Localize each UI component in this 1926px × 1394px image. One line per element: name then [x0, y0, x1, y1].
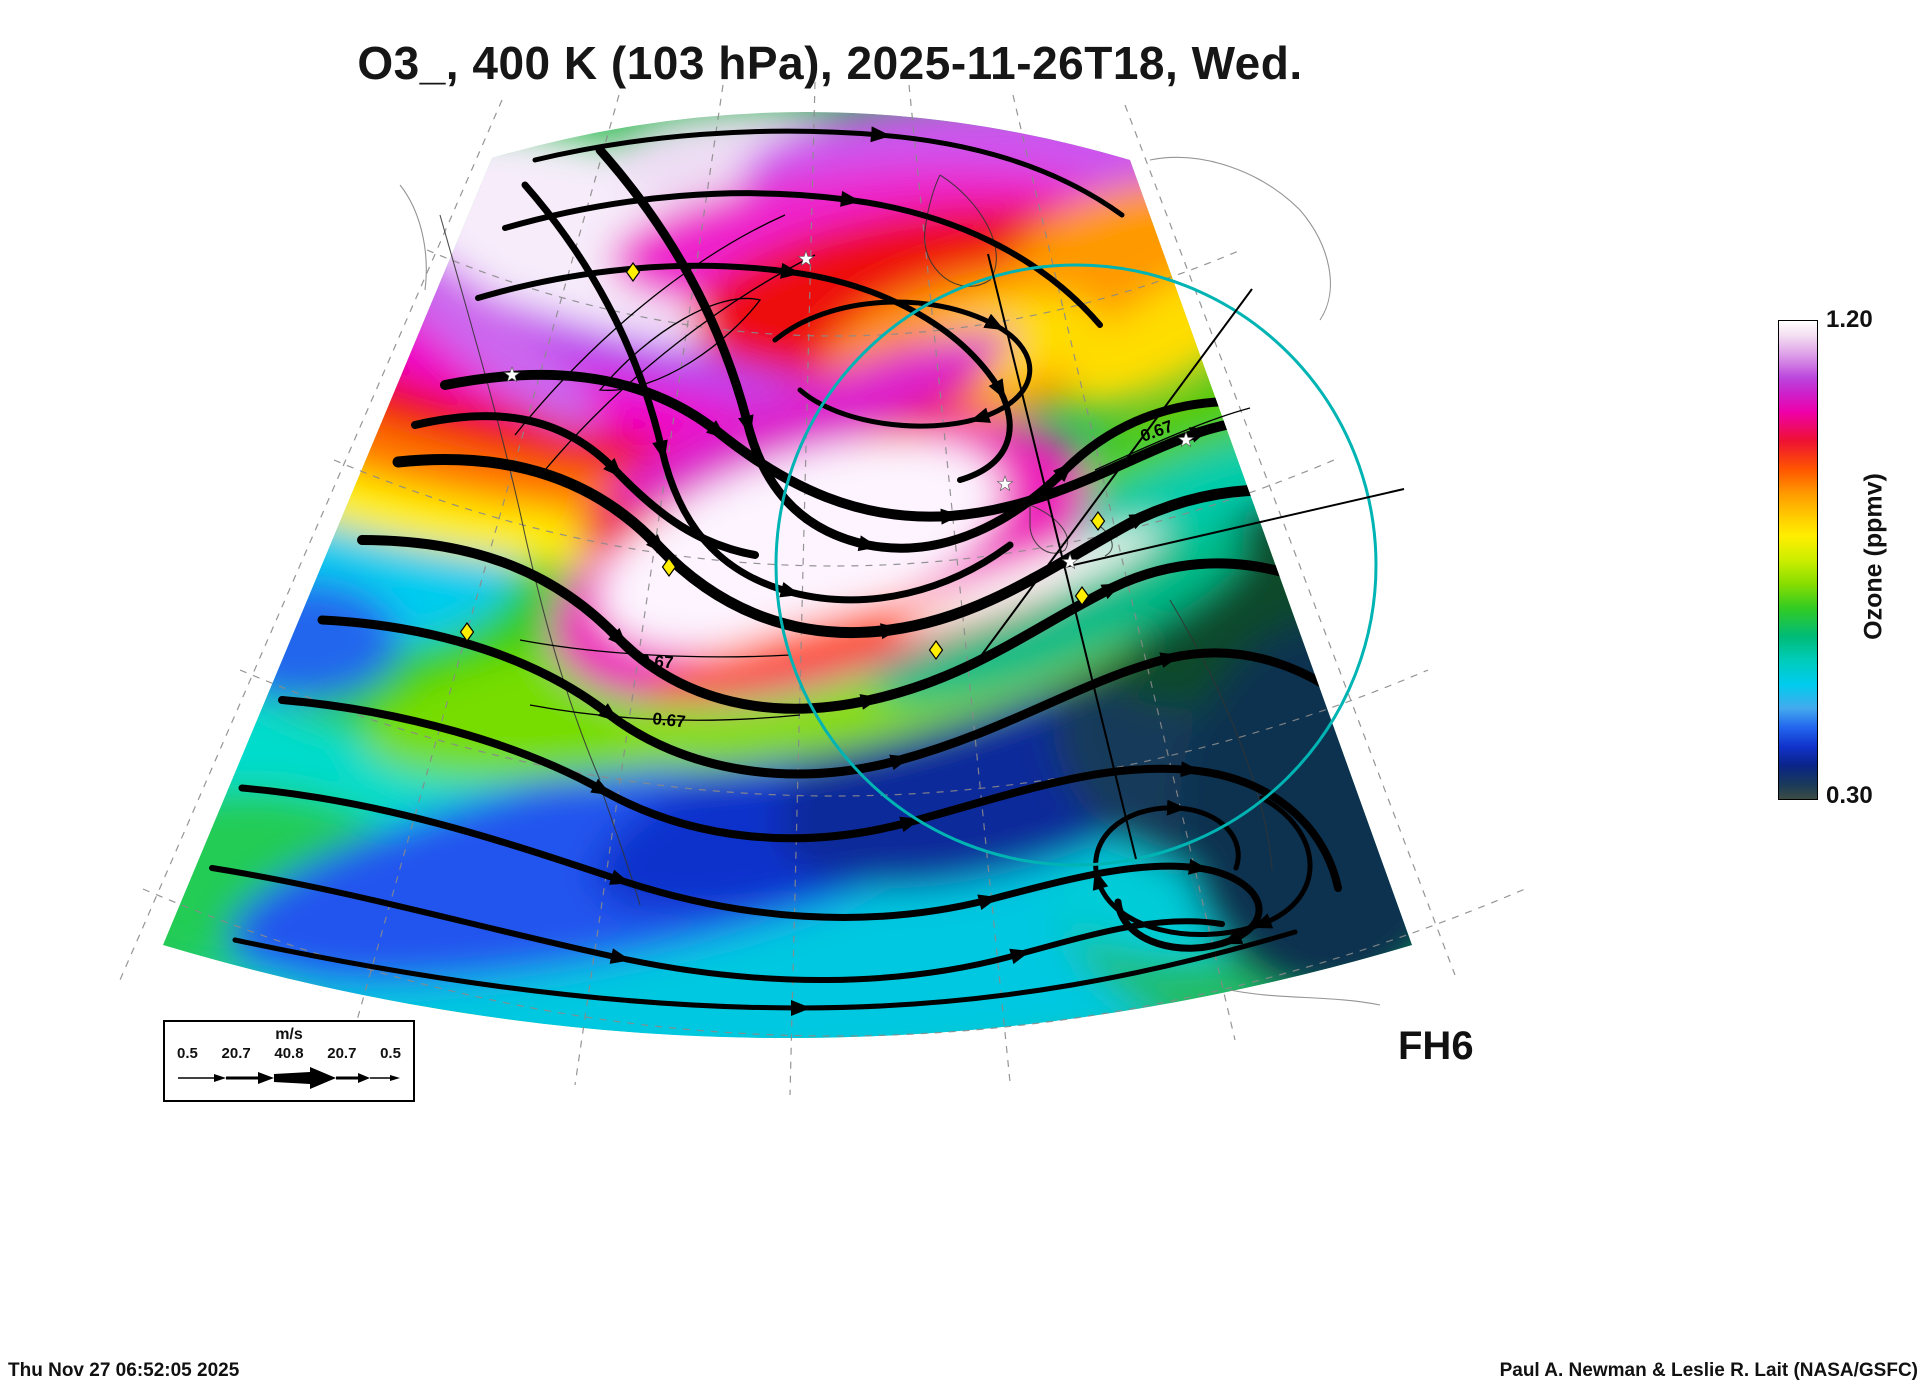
wind-legend-units: m/s — [275, 1026, 303, 1043]
credit-text: Paul A. Newman & Leslie R. Lait (NASA/GS… — [1499, 1360, 1918, 1381]
wind-legend-value: 0.5 — [177, 1045, 198, 1062]
forecast-hour-label: FH6 — [1398, 1024, 1474, 1068]
colorbar-min-label: 0.30 — [1826, 782, 1873, 809]
cross-section-lines — [977, 253, 1405, 860]
colorbar-max-label: 1.20 — [1826, 306, 1873, 333]
contour-label: 0.67 — [652, 709, 687, 731]
generation-timestamp: Thu Nov 27 06:52:05 2025 — [8, 1360, 240, 1381]
section-line-1 — [987, 253, 1137, 860]
range-circle — [774, 263, 1378, 867]
plot-title: O3_, 400 K (103 hPa), 2025-11-26T18, Wed… — [357, 37, 1303, 89]
wind-legend-value: 20.7 — [327, 1045, 357, 1062]
wind-speed-legend: m/s 0.5 20.7 40.8 20.7 0.5 — [163, 1020, 415, 1102]
contour-label: 0.67 — [640, 651, 674, 672]
section-line-3 — [1029, 488, 1405, 576]
wind-legend-value: 20.7 — [221, 1045, 251, 1062]
wind-legend-value: 0.5 — [380, 1045, 401, 1062]
section-line-2 — [977, 288, 1253, 661]
wind-legend-value: 40.8 — [274, 1045, 304, 1062]
colorbar — [1778, 320, 1818, 800]
wind-legend-values: 0.5 20.7 40.8 20.7 0.5 — [165, 1045, 413, 1062]
colorbar-axis-label: Ozone (ppmv) — [1859, 473, 1888, 640]
streamlines — [209, 126, 1398, 1017]
wind-scale-arrow-icon — [178, 1067, 400, 1089]
